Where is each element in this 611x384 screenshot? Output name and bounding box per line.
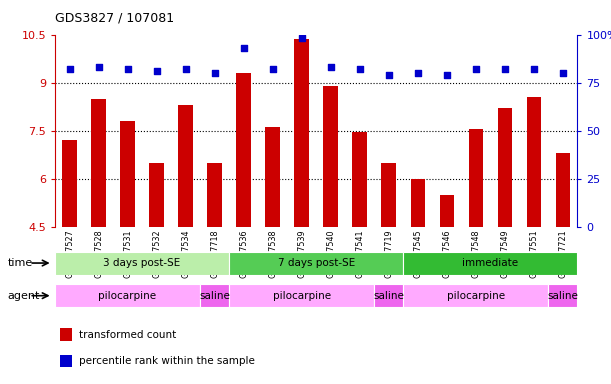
- Point: [529, 66, 539, 72]
- Point: [384, 72, 393, 78]
- Point: [93, 64, 103, 70]
- Point: [500, 66, 510, 72]
- Text: immediate: immediate: [463, 258, 518, 268]
- Point: [268, 66, 277, 72]
- Point: [152, 68, 161, 74]
- Text: saline: saline: [547, 291, 579, 301]
- Bar: [60, 328, 72, 341]
- Bar: [60, 355, 72, 367]
- Text: agent: agent: [7, 291, 40, 301]
- Bar: [62, 140, 77, 371]
- Text: pilocarpine: pilocarpine: [447, 291, 505, 301]
- Bar: [381, 162, 396, 371]
- Bar: [403, 252, 577, 275]
- Bar: [91, 99, 106, 371]
- Point: [471, 66, 481, 72]
- Text: pilocarpine: pilocarpine: [273, 291, 331, 301]
- Point: [239, 45, 249, 51]
- Bar: [229, 252, 403, 275]
- Bar: [178, 105, 193, 371]
- Bar: [55, 252, 229, 275]
- Bar: [295, 40, 309, 371]
- Bar: [236, 73, 251, 371]
- Text: pilocarpine: pilocarpine: [98, 291, 156, 301]
- Point: [442, 72, 452, 78]
- Point: [355, 66, 365, 72]
- Point: [65, 66, 75, 72]
- Text: percentile rank within the sample: percentile rank within the sample: [79, 356, 255, 366]
- Bar: [200, 284, 229, 307]
- Text: 7 days post-SE: 7 days post-SE: [277, 258, 355, 268]
- Bar: [469, 129, 483, 371]
- Bar: [497, 108, 512, 371]
- Point: [210, 70, 219, 76]
- Point: [181, 66, 191, 72]
- Point: [413, 70, 423, 76]
- Bar: [374, 284, 403, 307]
- Bar: [229, 284, 374, 307]
- Bar: [403, 284, 549, 307]
- Text: transformed count: transformed count: [79, 329, 176, 339]
- Bar: [207, 162, 222, 371]
- Bar: [527, 97, 541, 371]
- Point: [326, 64, 335, 70]
- Point: [297, 35, 307, 41]
- Text: time: time: [7, 258, 32, 268]
- Text: 3 days post-SE: 3 days post-SE: [103, 258, 181, 268]
- Point: [558, 70, 568, 76]
- Bar: [323, 86, 338, 371]
- Bar: [55, 284, 200, 307]
- Point: [123, 66, 133, 72]
- Text: GDS3827 / 107081: GDS3827 / 107081: [55, 12, 174, 25]
- Bar: [353, 132, 367, 371]
- Text: saline: saline: [373, 291, 404, 301]
- Bar: [411, 179, 425, 371]
- Bar: [549, 284, 577, 307]
- Bar: [439, 195, 454, 371]
- Bar: [555, 153, 570, 371]
- Bar: [149, 162, 164, 371]
- Text: saline: saline: [199, 291, 230, 301]
- Bar: [120, 121, 135, 371]
- Bar: [265, 127, 280, 371]
